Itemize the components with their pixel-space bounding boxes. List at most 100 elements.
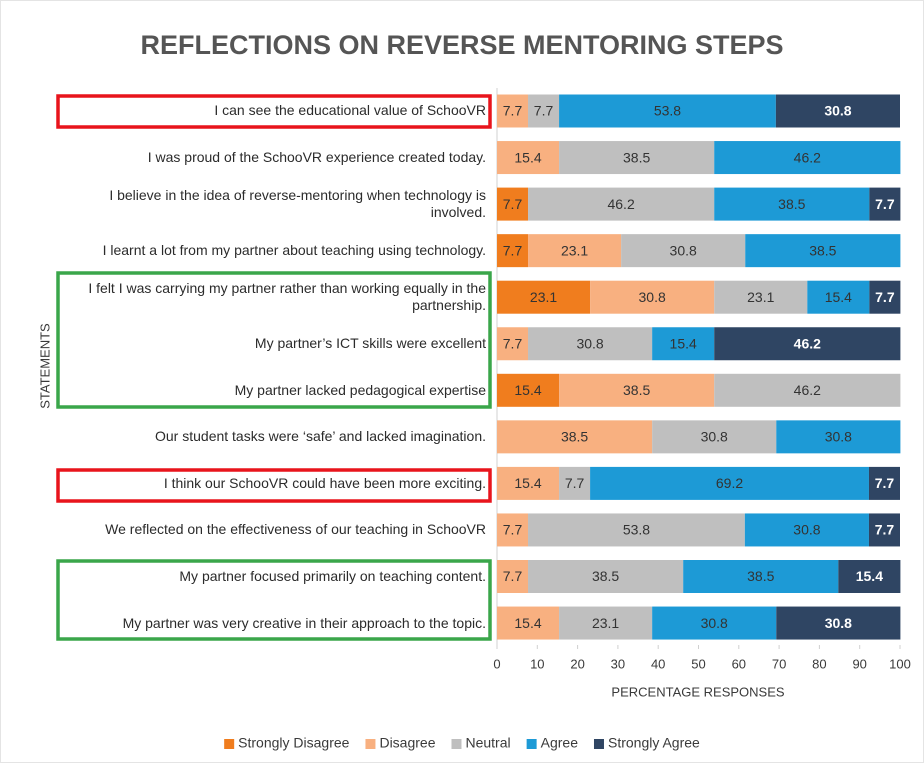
bar-segment [559, 466, 591, 500]
category-label-box: I was proud of the SchooVR experience cr… [147, 149, 486, 166]
value-label: 7.7 [875, 522, 895, 538]
value-label: 38.5 [623, 382, 650, 398]
value-label: 69.2 [716, 475, 743, 491]
bar-segment [775, 94, 900, 128]
legend-swatch [365, 739, 376, 749]
value-label: 15.4 [514, 615, 541, 631]
chart-title: REFLECTIONS ON REVERSE MENTORING STEPS [140, 30, 783, 60]
category-label-box: My partner focused primarily on teaching… [179, 567, 486, 584]
category-label: I felt I was carrying my partner rather … [88, 280, 486, 314]
category-label: My partner was very creative in their ap… [122, 614, 486, 631]
bar-segment [714, 327, 901, 361]
bar-segment [590, 280, 715, 314]
value-label: 53.8 [654, 103, 681, 119]
category-label-box: My partner lacked pedagogical expertise [234, 381, 486, 398]
value-label: 7.7 [875, 289, 895, 305]
bar-segment [497, 141, 560, 175]
category-label: We reflected on the effectiveness of our… [105, 521, 486, 538]
bar-segment [683, 560, 839, 593]
highlight-box [56, 271, 492, 409]
legend-label: Strongly Disagree [238, 735, 349, 751]
bar-segment [869, 187, 901, 221]
value-label: 53.8 [623, 522, 650, 538]
bar-segment [714, 373, 901, 407]
bar-segment [497, 513, 529, 547]
legend-swatch [451, 739, 462, 749]
value-label: 15.4 [514, 382, 541, 398]
category-label: My partner focused primarily on teaching… [179, 567, 486, 584]
legend-label: Agree [541, 735, 579, 751]
value-label: 46.2 [794, 149, 821, 165]
bar-segment [528, 234, 622, 268]
bar-segment [714, 187, 870, 221]
bar-segment [497, 234, 529, 268]
bar-segment [528, 94, 560, 128]
value-label: 7.7 [875, 196, 895, 212]
value-label: 38.5 [809, 242, 836, 258]
bar-segment [528, 513, 745, 547]
x-tick-label: 0 [493, 656, 500, 671]
value-label: 23.1 [530, 289, 557, 305]
category-label-box: We reflected on the effectiveness of our… [105, 521, 486, 538]
x-tick-label: 20 [570, 656, 584, 671]
x-tick-label: 10 [530, 656, 544, 671]
value-label: 30.8 [825, 429, 852, 445]
x-tick-label: 60 [732, 656, 746, 671]
bar-segment [497, 187, 529, 221]
highlight-box [56, 468, 492, 503]
category-label: Our student tasks were ‘safe’ and lacked… [155, 428, 486, 445]
category-label: I can see the educational value of Schoo… [214, 102, 486, 119]
category-label-box: I believe in the idea of reverse-mentori… [109, 187, 486, 221]
bar-segment [528, 187, 715, 221]
category-label: I learnt a lot from my partner about tea… [102, 242, 486, 259]
legend-label: Disagree [379, 735, 435, 751]
category-label: I was proud of the SchooVR experience cr… [147, 149, 486, 166]
bar-segment [776, 420, 901, 454]
value-label: 23.1 [561, 242, 588, 258]
bar-segment [497, 420, 653, 454]
bar-segment [559, 373, 715, 407]
value-label: 30.8 [793, 522, 820, 538]
category-label: I believe in the idea of reverse-mentori… [109, 187, 486, 221]
y-axis-label: STATEMENTS [37, 323, 52, 409]
x-tick-label: 50 [691, 656, 705, 671]
value-label: 30.8 [670, 242, 697, 258]
bar-segment [497, 466, 560, 500]
value-label: 38.5 [747, 568, 774, 584]
x-axis-label: PERCENTAGE RESPONSES [611, 684, 784, 699]
bar-segment [776, 606, 901, 640]
bar-segment [807, 280, 870, 314]
highlight-box [56, 94, 492, 129]
value-label: 30.8 [701, 429, 728, 445]
value-label: 38.5 [592, 568, 619, 584]
bar-segment [838, 560, 901, 593]
bar-segment [652, 606, 777, 640]
category-label-box: I learnt a lot from my partner about tea… [102, 242, 486, 259]
bar-segment [869, 280, 901, 314]
value-label: 7.7 [503, 522, 523, 538]
bar-segment [652, 420, 777, 454]
value-label: 23.1 [747, 289, 774, 305]
value-label: 30.8 [576, 335, 603, 351]
value-label: 30.8 [639, 289, 666, 305]
value-label: 15.4 [670, 335, 697, 351]
value-label: 38.5 [778, 196, 805, 212]
value-label: 7.7 [875, 475, 895, 491]
category-label: My partner lacked pedagogical expertise [234, 381, 486, 398]
value-label: 7.7 [503, 568, 523, 584]
category-label-box: Our student tasks were ‘safe’ and lacked… [155, 428, 486, 445]
value-label: 30.8 [825, 615, 852, 631]
bar-segment [497, 327, 529, 361]
x-tick-label: 100 [889, 656, 911, 671]
value-label: 7.7 [503, 196, 523, 212]
value-label: 15.4 [856, 568, 883, 584]
category-label-box: I think our SchooVR could have been more… [164, 475, 486, 491]
value-label: 15.4 [825, 289, 852, 305]
value-label: 30.8 [824, 103, 851, 119]
bar-segment [528, 560, 684, 593]
x-tick-label: 70 [772, 656, 786, 671]
value-label: 7.7 [503, 335, 523, 351]
value-label: 46.2 [607, 196, 634, 212]
bar-segment [744, 513, 869, 547]
